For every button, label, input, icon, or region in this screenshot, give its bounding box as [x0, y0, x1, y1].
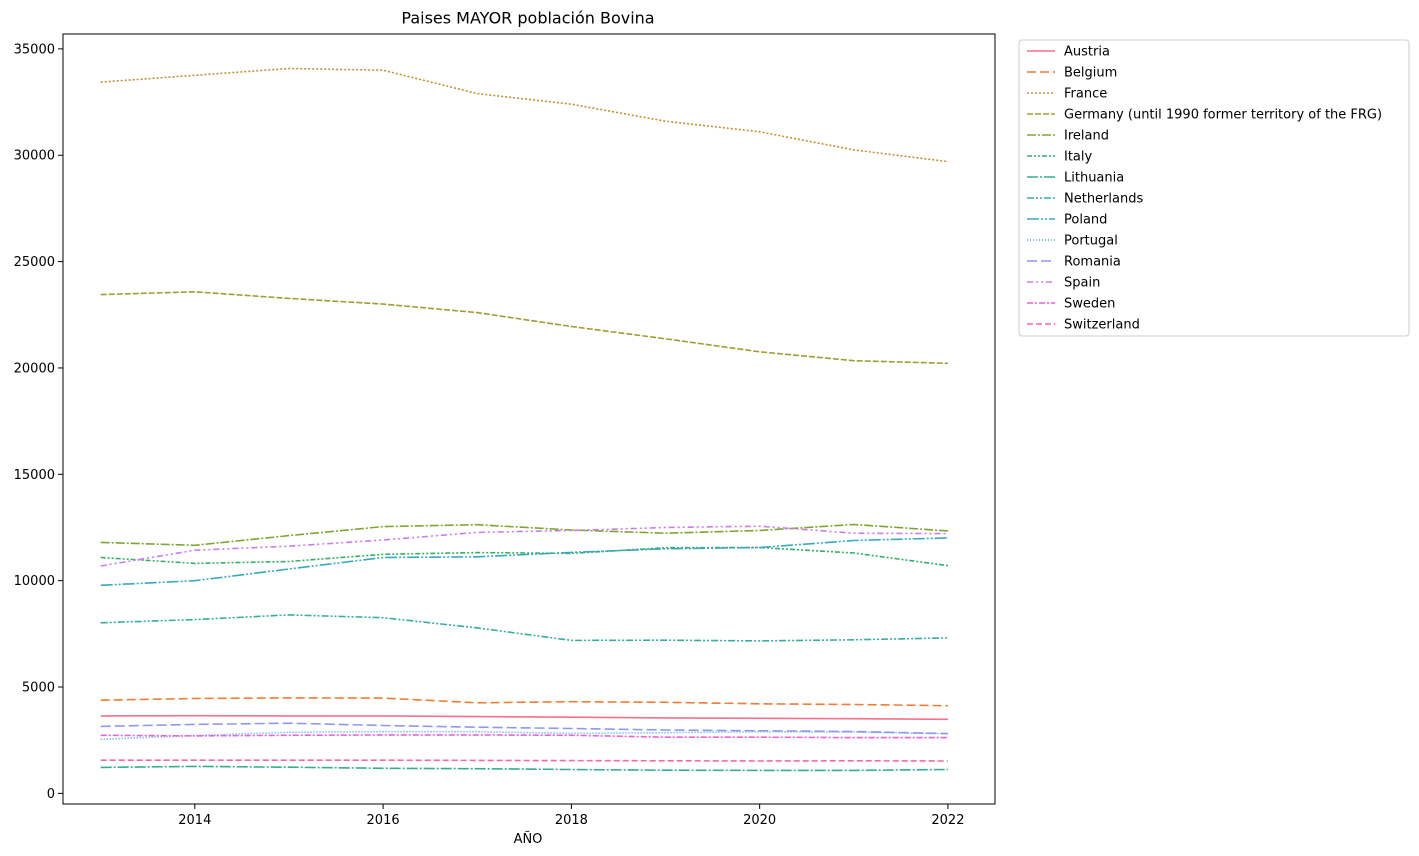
series-lines	[100, 67, 949, 772]
legend-label: Germany (until 1990 former territory of …	[1064, 108, 1382, 123]
x-tick-label: 2018	[555, 813, 588, 828]
series-line-6	[100, 765, 948, 772]
legend-label: Austria	[1064, 45, 1110, 60]
x-tick-label: 2014	[178, 813, 211, 828]
legend-label: Switzerland	[1064, 318, 1140, 333]
legend-label: Spain	[1064, 276, 1100, 291]
y-tick-label: 35000	[14, 42, 55, 57]
y-tick-label: 25000	[14, 255, 55, 270]
x-tick-label: 2016	[367, 813, 400, 828]
series-line-4	[100, 523, 948, 547]
legend-label: France	[1064, 87, 1107, 102]
series-line-12	[100, 734, 948, 739]
legend-label: Ireland	[1064, 129, 1109, 144]
series-line-2	[100, 67, 948, 163]
legend-label: Italy	[1064, 150, 1093, 165]
legend-label: Belgium	[1064, 66, 1117, 81]
series-line-5	[100, 546, 949, 567]
x-tick-label: 2022	[931, 813, 964, 828]
x-tick-label: 2020	[743, 813, 776, 828]
y-tick-label: 5000	[22, 681, 55, 696]
y-tick-label: 20000	[14, 361, 55, 376]
y-tick-label: 30000	[14, 149, 55, 164]
legend-frame	[1018, 39, 1410, 337]
legend: Austria Belgium France Germany (until 1990 …	[1018, 39, 1410, 337]
series-line-11	[100, 525, 948, 567]
y-tick-label: 0	[47, 787, 55, 802]
x-axis-label: AÑO	[514, 831, 543, 847]
y-axis: 0 5000 10000 15000 20000 25000 30000 35000	[14, 42, 63, 802]
legend-label: Sweden	[1064, 297, 1115, 312]
legend-label: Poland	[1064, 213, 1107, 228]
legend-label: Netherlands	[1064, 192, 1143, 207]
series-line-13	[100, 759, 948, 762]
series-line-9	[100, 730, 948, 741]
series-line-0	[100, 714, 948, 721]
legend-label: Portugal	[1064, 234, 1118, 249]
series-line-1	[100, 697, 948, 707]
y-tick-label: 15000	[14, 468, 55, 483]
plot-area	[62, 33, 996, 805]
series-line-8	[100, 537, 948, 587]
series-line-7	[100, 614, 948, 642]
legend-label: Lithuania	[1064, 171, 1124, 186]
series-line-10	[100, 722, 948, 735]
legend-label: Romania	[1064, 255, 1121, 270]
chart-title: Paises MAYOR población Bovina	[401, 9, 654, 28]
series-line-3	[100, 290, 948, 365]
x-axis: 2014 2016 2018 2020 2022	[178, 804, 964, 828]
y-tick-label: 10000	[14, 574, 55, 589]
